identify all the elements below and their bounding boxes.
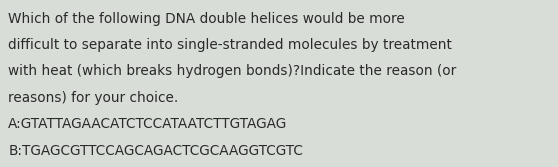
Text: A:GTATTAGAACATCTCCATAATCTTGTAGAG: A:GTATTAGAACATCTCCATAATCTTGTAGAG (8, 117, 287, 131)
Text: B:TGAGCGTTCCAGCAGACTCGCAAGGTCGTC: B:TGAGCGTTCCAGCAGACTCGCAAGGTCGTC (8, 144, 303, 158)
Text: Which of the following DNA double helices would be more: Which of the following DNA double helice… (8, 12, 405, 26)
Text: with heat (which breaks hydrogen bonds)?Indicate the reason (or: with heat (which breaks hydrogen bonds)?… (8, 64, 456, 78)
Text: difficult to separate into single-stranded molecules by treatment: difficult to separate into single-strand… (8, 38, 452, 52)
Text: reasons) for your choice.: reasons) for your choice. (8, 91, 179, 105)
